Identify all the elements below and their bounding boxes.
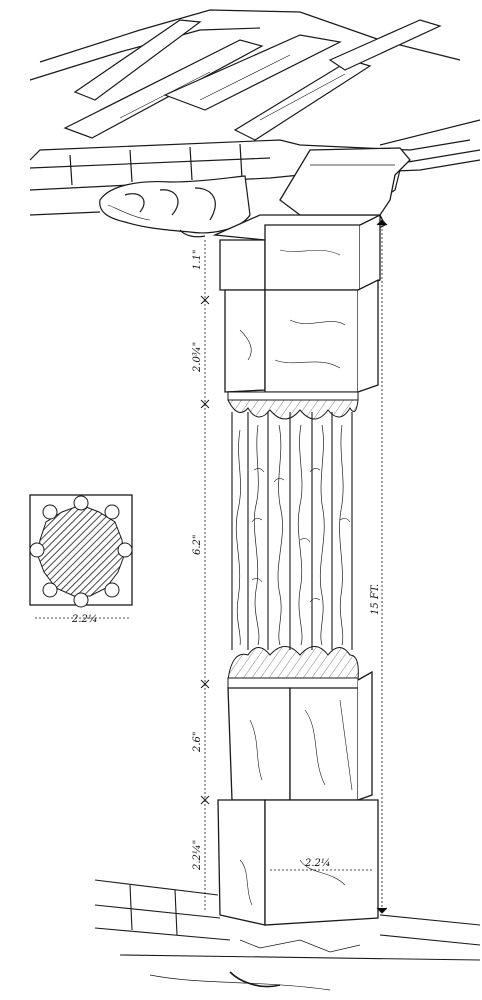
- lower-scalloped-band: [227, 646, 359, 689]
- dimension-lines: [204, 225, 383, 912]
- dim-bracket-block-label: 2.0¾": [192, 342, 203, 373]
- dim-lower-block-label: 2.6": [192, 731, 203, 753]
- dim-base-label: 2.2¼": [192, 840, 203, 871]
- plan-width-label: 2.2¼: [71, 614, 98, 625]
- dim-total-height-label: 15 FT.: [370, 584, 381, 615]
- floor: [94, 879, 481, 991]
- dim-capital-block-label: 1.1": [192, 249, 203, 270]
- dim-shaft-label: 6.2": [192, 534, 203, 555]
- lower-block: [227, 670, 373, 801]
- capital: [212, 147, 411, 393]
- upper-scalloped-band: [227, 391, 359, 420]
- plan-inset: 2.2¼: [29, 494, 133, 625]
- dimension-ticks: [200, 219, 388, 914]
- base: [217, 799, 379, 926]
- corbel-bracket: [29, 175, 251, 238]
- ceiling-beams: [29, 9, 481, 201]
- dim-base-width-label: 2.2¼: [304, 858, 331, 869]
- fluted-shaft: [231, 412, 353, 650]
